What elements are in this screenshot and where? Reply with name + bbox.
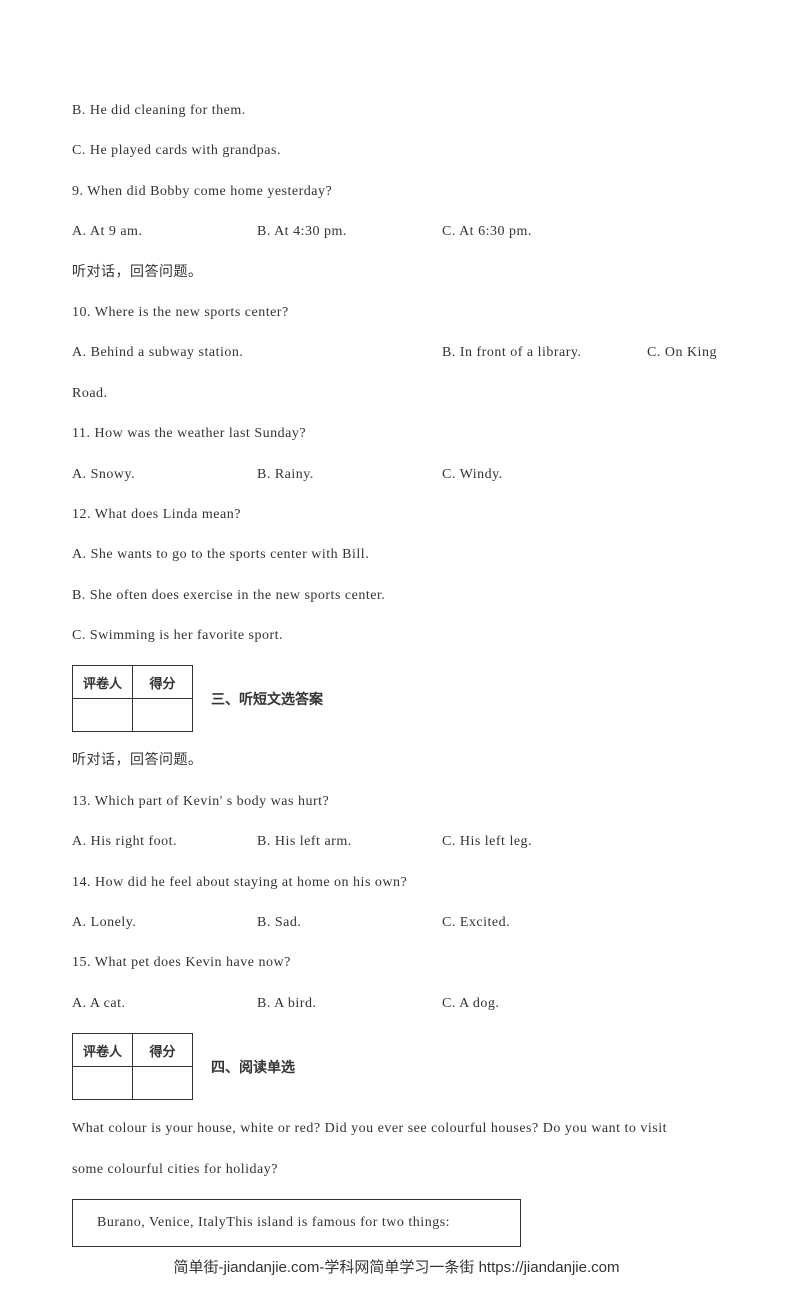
option-b: B. At 4:30 pm.: [257, 221, 442, 243]
score-table: 评卷人 得分: [72, 1033, 193, 1100]
option-c: C. On King: [647, 342, 717, 364]
option-b: B. Sad.: [257, 912, 442, 934]
option-c: C. At 6:30 pm.: [442, 221, 532, 243]
instruction-text: 听对话，回答问题。: [72, 262, 721, 284]
boxed-passage: Burano, Venice, ItalyThis island is famo…: [72, 1199, 521, 1247]
option-c: C. Windy.: [442, 464, 503, 486]
question-text: 9. When did Bobby come home yesterday?: [72, 181, 721, 203]
score-col-label: 得分: [133, 666, 193, 699]
option-text: C. He played cards with grandpas.: [72, 140, 721, 162]
question-text: 11. How was the weather last Sunday?: [72, 423, 721, 445]
score-cell-empty: [73, 1067, 133, 1100]
score-col-label: 评卷人: [73, 666, 133, 699]
option-a: A. At 9 am.: [72, 221, 257, 243]
score-table: 评卷人 得分: [72, 665, 193, 732]
option-text: B. He did cleaning for them.: [72, 100, 721, 122]
page-footer: 简单街-jiandanjie.com-学科网简单学习一条街 https://ji…: [0, 1256, 793, 1277]
option-text: B. She often does exercise in the new sp…: [72, 585, 721, 607]
option-row: A. Snowy. B. Rainy. C. Windy.: [72, 464, 721, 486]
option-text: A. She wants to go to the sports center …: [72, 544, 721, 566]
option-c: C. A dog.: [442, 993, 499, 1015]
section-title: 四、阅读单选: [211, 1057, 295, 1077]
document-page: B. He did cleaning for them. C. He playe…: [0, 0, 793, 1305]
passage-text: some colourful cities for holiday?: [72, 1159, 721, 1181]
section-title: 三、听短文选答案: [211, 689, 323, 709]
option-row: A. Behind a subway station. B. In front …: [72, 342, 721, 364]
option-text: C. Swimming is her favorite sport.: [72, 625, 721, 647]
option-row: A. A cat. B. A bird. C. A dog.: [72, 993, 721, 1015]
question-text: 10. Where is the new sports center?: [72, 302, 721, 324]
option-b: B. A bird.: [257, 993, 442, 1015]
option-b: B. Rainy.: [257, 464, 442, 486]
option-a: A. Snowy.: [72, 464, 257, 486]
question-text: 13. Which part of Kevin' s body was hurt…: [72, 791, 721, 813]
option-c: C. Excited.: [442, 912, 510, 934]
score-cell-empty: [133, 699, 193, 732]
score-cell-empty: [133, 1067, 193, 1100]
option-a: A. A cat.: [72, 993, 257, 1015]
score-col-label: 得分: [133, 1034, 193, 1067]
option-a: A. His right foot.: [72, 831, 257, 853]
option-a: A. Behind a subway station.: [72, 342, 442, 364]
question-text: 14. How did he feel about staying at hom…: [72, 872, 721, 894]
option-c: C. His left leg.: [442, 831, 532, 853]
question-text: 12. What does Linda mean?: [72, 504, 721, 526]
option-row: A. Lonely. B. Sad. C. Excited.: [72, 912, 721, 934]
score-cell-empty: [73, 699, 133, 732]
option-b: B. His left arm.: [257, 831, 442, 853]
score-col-label: 评卷人: [73, 1034, 133, 1067]
section-header-row: 评卷人 得分 三、听短文选答案: [72, 665, 721, 732]
instruction-text: 听对话，回答问题。: [72, 750, 721, 772]
question-text: 15. What pet does Kevin have now?: [72, 952, 721, 974]
option-row: A. His right foot. B. His left arm. C. H…: [72, 831, 721, 853]
option-row: A. At 9 am. B. At 4:30 pm. C. At 6:30 pm…: [72, 221, 721, 243]
option-a: A. Lonely.: [72, 912, 257, 934]
option-c-cont: Road.: [72, 383, 721, 405]
option-b: B. In front of a library.: [442, 342, 647, 364]
section-header-row: 评卷人 得分 四、阅读单选: [72, 1033, 721, 1100]
